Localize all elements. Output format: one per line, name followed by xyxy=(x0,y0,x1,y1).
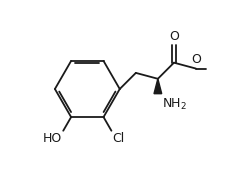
Text: O: O xyxy=(169,30,179,43)
Text: Cl: Cl xyxy=(112,132,124,145)
Text: NH$_2$: NH$_2$ xyxy=(162,97,187,112)
Text: O: O xyxy=(191,53,201,66)
Text: HO: HO xyxy=(43,132,62,145)
Polygon shape xyxy=(154,79,162,94)
